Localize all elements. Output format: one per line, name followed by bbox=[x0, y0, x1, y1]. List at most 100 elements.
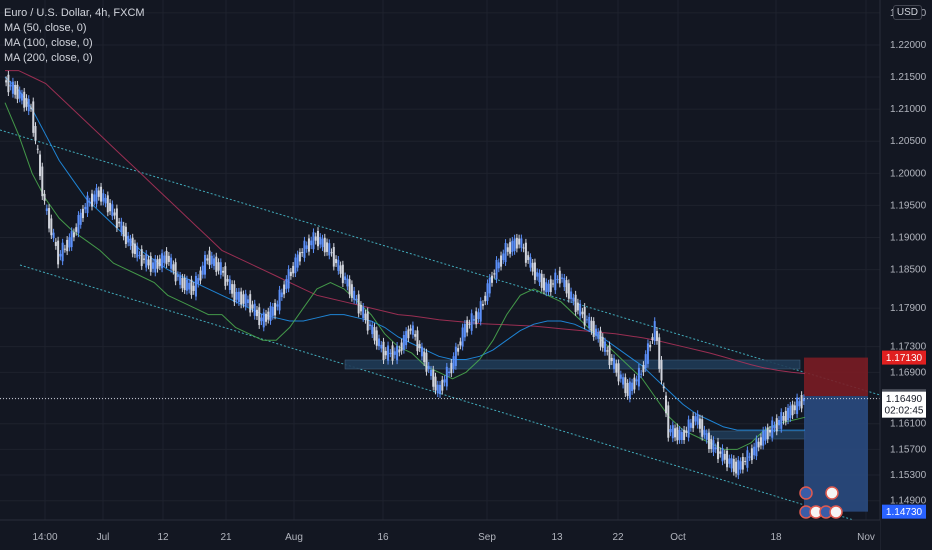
candle-body bbox=[113, 212, 116, 216]
candle-body bbox=[170, 257, 173, 269]
currency-button[interactable]: USD bbox=[892, 5, 922, 20]
candle-body bbox=[337, 259, 340, 271]
candle-body bbox=[222, 270, 225, 273]
candle-body bbox=[206, 258, 209, 261]
indicator-ma50[interactable]: MA (50, close, 0) bbox=[4, 22, 87, 34]
indicator-ma200[interactable]: MA (200, close, 0) bbox=[4, 52, 93, 64]
candle-body bbox=[68, 237, 71, 248]
candle-body bbox=[445, 366, 448, 387]
candle-body bbox=[441, 379, 444, 391]
candle-body bbox=[303, 240, 306, 258]
candle-body bbox=[57, 240, 60, 265]
candle-body bbox=[199, 270, 202, 281]
candle-body bbox=[737, 459, 740, 476]
economic-event-icon[interactable] bbox=[825, 486, 839, 500]
candle-body bbox=[585, 319, 588, 321]
candle-body bbox=[491, 275, 494, 283]
candle-body bbox=[735, 461, 738, 474]
time-axis[interactable] bbox=[0, 520, 880, 550]
candle-body bbox=[106, 195, 109, 213]
candle-body bbox=[265, 313, 268, 322]
support-zone-upper[interactable] bbox=[344, 359, 801, 370]
candle-body bbox=[712, 440, 715, 453]
ma200-line[interactable] bbox=[5, 70, 806, 375]
candle-body bbox=[165, 250, 168, 265]
y-tick-label: 1.20500 bbox=[890, 136, 927, 147]
candle-body bbox=[330, 252, 333, 254]
candle-body bbox=[439, 384, 442, 395]
candle-body bbox=[226, 278, 229, 282]
candle-body bbox=[102, 193, 105, 202]
candle-body bbox=[488, 277, 491, 294]
candle-body bbox=[127, 235, 130, 243]
candle-body bbox=[63, 248, 66, 250]
candle-body bbox=[307, 238, 310, 252]
candle-body bbox=[314, 236, 317, 241]
economic-event-icon[interactable] bbox=[799, 486, 813, 500]
candle-body bbox=[48, 208, 51, 229]
candle-body bbox=[253, 303, 256, 316]
y-tick-label: 1.18500 bbox=[890, 265, 927, 276]
candle-body bbox=[201, 265, 204, 275]
candle-body bbox=[610, 357, 613, 362]
candle-body bbox=[680, 431, 683, 441]
candle-body bbox=[707, 432, 710, 450]
channel-lower-line[interactable] bbox=[19, 264, 861, 523]
symbol-title[interactable]: Euro / U.S. Dollar, 4h, FXCM bbox=[4, 7, 145, 19]
candle-body bbox=[219, 262, 222, 275]
candle-body bbox=[524, 242, 527, 263]
candle-body bbox=[597, 332, 600, 339]
candle-body bbox=[800, 395, 803, 409]
candle-body bbox=[179, 275, 182, 285]
candle-body bbox=[716, 441, 719, 460]
candle-body bbox=[660, 359, 663, 381]
candle-body bbox=[61, 242, 64, 262]
y-tick-label: 1.15700 bbox=[890, 444, 927, 455]
ma50-line[interactable] bbox=[4, 102, 806, 450]
candle-body bbox=[753, 446, 756, 456]
candle-body bbox=[142, 258, 145, 260]
price-axis[interactable] bbox=[880, 0, 932, 550]
candle-body bbox=[622, 377, 625, 385]
bar-countdown: 02:02:45 bbox=[885, 406, 924, 417]
candle-body bbox=[574, 294, 577, 312]
candle-body bbox=[590, 320, 593, 331]
support-zone-lower[interactable] bbox=[699, 430, 806, 440]
candle-body bbox=[285, 279, 288, 290]
candle-body bbox=[339, 265, 342, 274]
candle-body bbox=[213, 258, 216, 266]
candle-body bbox=[402, 335, 405, 350]
ma100-line[interactable] bbox=[4, 76, 805, 431]
indicator-ma100[interactable]: MA (100, close, 0) bbox=[4, 37, 93, 49]
candle-body bbox=[185, 279, 188, 291]
candle-body bbox=[5, 80, 8, 83]
candle-body bbox=[515, 237, 518, 249]
economic-event-icon[interactable] bbox=[829, 505, 843, 519]
candle-body bbox=[276, 304, 279, 307]
candle-body bbox=[16, 84, 19, 100]
candle-body bbox=[133, 243, 136, 254]
channel-upper-line[interactable] bbox=[0, 129, 881, 396]
candle-body bbox=[475, 311, 478, 325]
candle-body bbox=[158, 258, 161, 267]
candle-body bbox=[156, 259, 159, 269]
candle-body bbox=[513, 238, 516, 251]
candle-body bbox=[750, 448, 753, 461]
candle-body bbox=[687, 419, 690, 438]
x-tick-label: Oct bbox=[670, 532, 686, 543]
candle-body bbox=[346, 278, 349, 287]
candle-body bbox=[723, 453, 726, 460]
stop-loss-zone[interactable] bbox=[804, 357, 868, 397]
candle-body bbox=[556, 279, 559, 281]
candle-body bbox=[644, 354, 647, 369]
candle-body bbox=[183, 278, 186, 291]
candle-body bbox=[25, 98, 28, 107]
candle-body bbox=[522, 247, 525, 249]
candle-body bbox=[502, 253, 505, 261]
candle-body bbox=[14, 85, 17, 95]
candle-body bbox=[407, 329, 410, 339]
candle-body bbox=[669, 429, 672, 433]
candle-body bbox=[565, 280, 568, 294]
